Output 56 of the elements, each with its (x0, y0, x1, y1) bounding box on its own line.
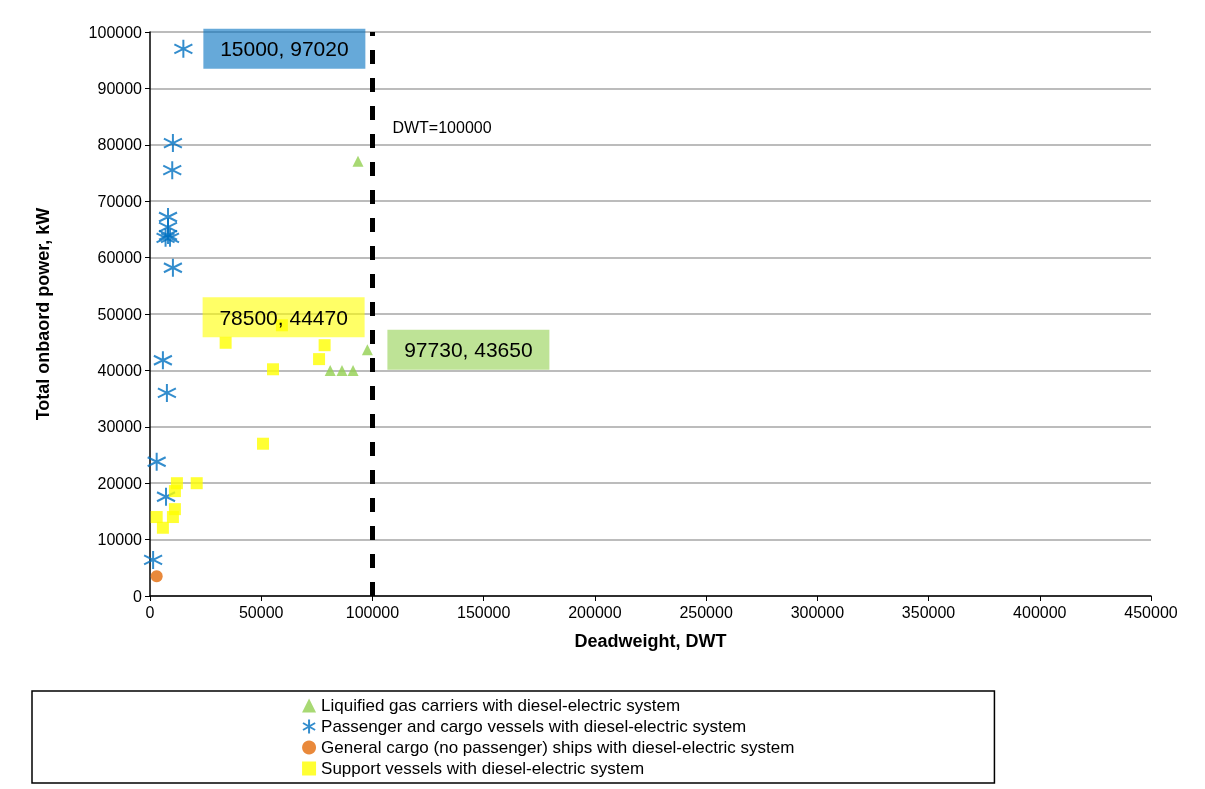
y-tick-label: 90000 (97, 79, 143, 97)
annotation: 15000, 97020 (220, 37, 349, 61)
point (162, 133, 183, 154)
point (336, 364, 348, 376)
x-tick-label: 250000 (679, 603, 733, 621)
annotation: 78500, 44470 (219, 305, 348, 329)
point (361, 344, 373, 356)
point (162, 160, 183, 181)
x-axis-title: Deadweight, DWT (574, 631, 727, 651)
point (173, 38, 194, 59)
point (156, 521, 169, 534)
y-tick-label: 20000 (97, 474, 143, 492)
y-tick-label: 40000 (97, 361, 143, 379)
annotation: 97730, 43650 (404, 338, 533, 362)
point (352, 155, 364, 167)
point (190, 477, 203, 490)
y-axis-title: Total onbaord power, kW (33, 207, 53, 421)
point (324, 364, 336, 376)
x-tick-label: 450000 (1124, 603, 1178, 621)
point (257, 437, 269, 450)
legend-label: Liquified gas carriers with diesel-electric system (321, 696, 681, 715)
legend-label: Support vessels with diesel-electric system (321, 759, 645, 778)
ref-line-label: DWT=100000 (392, 119, 492, 137)
point (156, 382, 177, 403)
point (313, 353, 326, 366)
legend-label: Passenger and cargo vessels with diesel-electric system (321, 717, 747, 736)
point (146, 451, 167, 472)
point (318, 339, 331, 352)
x-tick-label: 350000 (901, 603, 956, 621)
point (150, 511, 163, 524)
x-tick-label: 100000 (345, 603, 400, 621)
y-tick-label: 100000 (88, 23, 143, 41)
y-tick-label: 50000 (97, 305, 143, 323)
point (156, 486, 177, 507)
x-tick-label: 400000 (1013, 603, 1067, 621)
point (162, 257, 183, 278)
point (143, 549, 164, 570)
point (166, 511, 179, 524)
point (152, 350, 173, 371)
point (219, 336, 232, 349)
x-tick-label: 50000 (238, 603, 284, 621)
y-tick-label: 30000 (97, 418, 143, 436)
x-tick-label: 150000 (456, 603, 511, 621)
y-tick-label: 0 (133, 587, 143, 605)
x-tick-label: 0 (145, 603, 155, 621)
y-tick-label: 80000 (97, 136, 143, 154)
point (168, 485, 181, 498)
y-tick-label: 10000 (97, 531, 143, 549)
x-tick-label: 200000 (568, 603, 622, 621)
point (267, 363, 280, 376)
y-tick-label: 70000 (97, 192, 143, 210)
point (347, 364, 359, 376)
y-tick-label: 60000 (97, 249, 143, 267)
legend-label: General cargo (no passenger) ships with diesel-electric system (321, 738, 795, 757)
point (150, 570, 163, 583)
x-tick-label: 300000 (790, 603, 845, 621)
